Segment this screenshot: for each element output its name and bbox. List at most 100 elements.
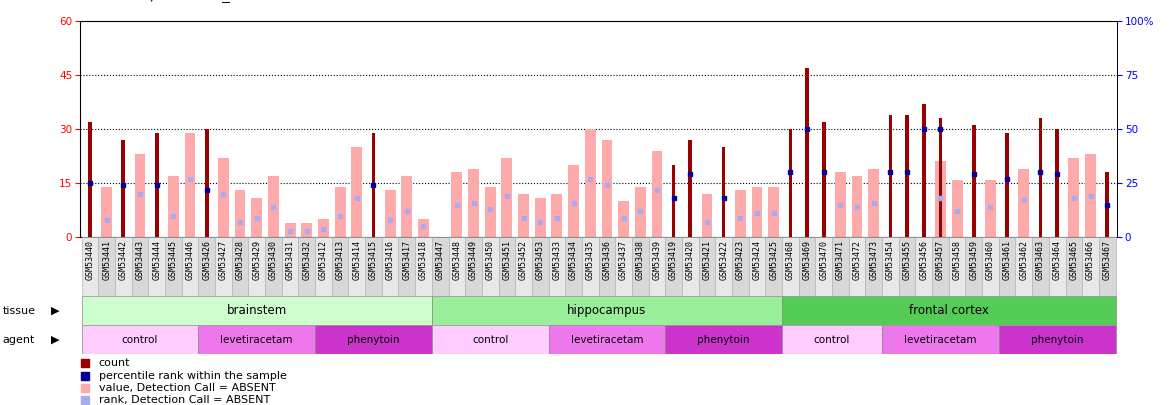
Text: GSM53447: GSM53447 <box>435 240 445 280</box>
Text: GSM53433: GSM53433 <box>553 240 561 280</box>
Text: GSM53443: GSM53443 <box>135 240 145 280</box>
Bar <box>688 140 693 237</box>
Bar <box>965 237 982 296</box>
Bar <box>882 325 998 354</box>
Text: phenytoin: phenytoin <box>1031 335 1083 345</box>
Text: GSM53466: GSM53466 <box>1085 240 1095 280</box>
Bar <box>731 237 749 296</box>
Bar <box>615 237 632 296</box>
Bar <box>482 237 499 296</box>
Bar <box>399 237 415 296</box>
Text: tissue: tissue <box>2 306 35 315</box>
Bar <box>448 237 466 296</box>
Text: GSM53426: GSM53426 <box>202 240 212 280</box>
Text: GSM53465: GSM53465 <box>1069 240 1078 280</box>
Text: hippocampus: hippocampus <box>567 304 647 317</box>
Bar <box>252 198 262 237</box>
Bar <box>782 296 1116 325</box>
Text: GSM53462: GSM53462 <box>1020 240 1028 280</box>
Bar <box>749 237 766 296</box>
Text: agent: agent <box>2 335 35 345</box>
Bar <box>682 237 699 296</box>
Bar <box>898 237 915 296</box>
Bar <box>652 151 662 237</box>
Bar <box>582 237 599 296</box>
Text: GSM53440: GSM53440 <box>86 240 94 280</box>
Text: GSM53467: GSM53467 <box>1103 240 1111 280</box>
Bar <box>348 237 365 296</box>
Bar <box>666 325 782 354</box>
Text: phenytoin: phenytoin <box>347 335 400 345</box>
Bar <box>1065 237 1082 296</box>
Text: phenytoin: phenytoin <box>697 335 750 345</box>
Text: GSM53432: GSM53432 <box>302 240 312 280</box>
Bar <box>715 237 731 296</box>
Bar <box>301 223 312 237</box>
Bar <box>635 187 646 237</box>
Text: control: control <box>814 335 850 345</box>
Bar <box>935 162 946 237</box>
Text: GSM53472: GSM53472 <box>853 240 862 280</box>
Bar <box>548 325 666 354</box>
Bar <box>515 237 532 296</box>
Bar <box>199 237 215 296</box>
Bar <box>318 219 329 237</box>
Text: levetiracetam: levetiracetam <box>570 335 643 345</box>
Bar <box>782 237 799 296</box>
Bar <box>185 132 195 237</box>
Text: control: control <box>472 335 508 345</box>
Bar <box>619 201 629 237</box>
Bar <box>568 165 579 237</box>
Bar <box>335 187 346 237</box>
Text: GSM53419: GSM53419 <box>669 240 679 280</box>
Bar <box>385 190 395 237</box>
Bar <box>519 194 529 237</box>
Text: GSM53448: GSM53448 <box>453 240 461 280</box>
Bar <box>889 115 893 237</box>
Text: value, Detection Call = ABSENT: value, Detection Call = ABSENT <box>99 383 275 393</box>
Text: ▶: ▶ <box>51 306 59 315</box>
Bar <box>922 104 926 237</box>
Bar <box>134 154 146 237</box>
Text: GSM53418: GSM53418 <box>419 240 428 280</box>
Text: GSM53414: GSM53414 <box>353 240 361 280</box>
Bar <box>649 237 666 296</box>
Text: GSM53416: GSM53416 <box>386 240 395 280</box>
Bar <box>285 223 295 237</box>
Bar <box>466 237 482 296</box>
Bar <box>452 173 462 237</box>
Text: GSM53413: GSM53413 <box>335 240 345 280</box>
Bar <box>1038 118 1042 237</box>
Bar <box>833 237 849 296</box>
Bar <box>115 237 132 296</box>
Bar <box>372 132 375 237</box>
Text: GSM53442: GSM53442 <box>119 240 128 280</box>
Text: GSM53458: GSM53458 <box>953 240 962 280</box>
Text: GSM53460: GSM53460 <box>985 240 995 280</box>
Bar <box>1018 169 1029 237</box>
Text: GSM53427: GSM53427 <box>219 240 228 280</box>
Bar <box>985 179 996 237</box>
Bar <box>1055 129 1060 237</box>
Text: GSM53423: GSM53423 <box>736 240 744 280</box>
Text: GSM53415: GSM53415 <box>369 240 377 280</box>
Bar <box>268 176 279 237</box>
Text: GSM53461: GSM53461 <box>1003 240 1011 280</box>
Bar <box>566 237 582 296</box>
Text: rank, Detection Call = ABSENT: rank, Detection Call = ABSENT <box>99 395 269 405</box>
Bar <box>766 237 782 296</box>
Bar <box>81 325 199 354</box>
Text: GSM53471: GSM53471 <box>836 240 844 280</box>
Text: GSM53470: GSM53470 <box>820 240 828 280</box>
Bar <box>982 237 998 296</box>
Bar <box>352 147 362 237</box>
Bar <box>882 237 898 296</box>
Text: GSM53469: GSM53469 <box>802 240 811 280</box>
Text: GSM53424: GSM53424 <box>753 240 762 280</box>
Text: levetiracetam: levetiracetam <box>904 335 977 345</box>
Text: GSM53444: GSM53444 <box>152 240 161 280</box>
Bar <box>248 237 265 296</box>
Text: GSM53445: GSM53445 <box>169 240 178 280</box>
Bar <box>1033 237 1049 296</box>
Bar <box>938 118 942 237</box>
